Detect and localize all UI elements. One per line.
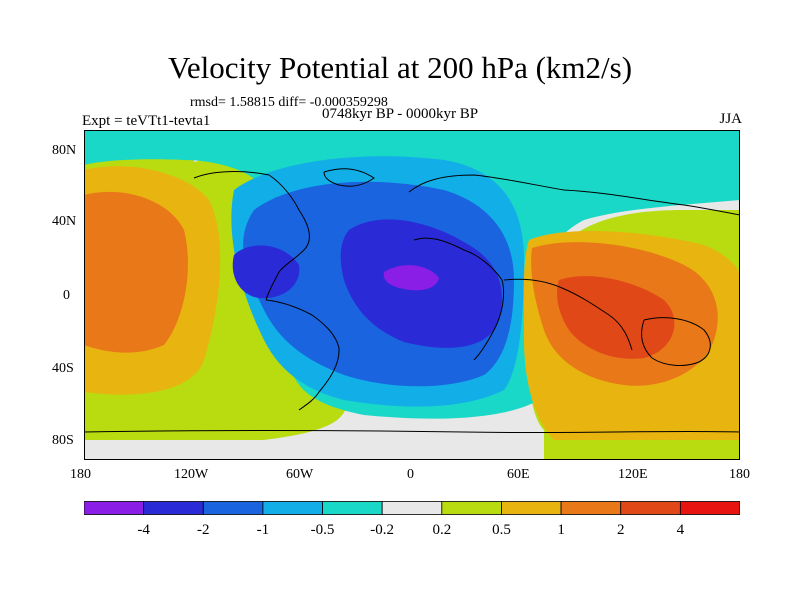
colorbar-cell bbox=[501, 501, 562, 515]
colorbar-label: -4 bbox=[137, 522, 150, 538]
colorbar-label: 2 bbox=[616, 522, 625, 538]
indopacific-positive-region bbox=[523, 230, 740, 440]
colorbar-label: 0.2 bbox=[432, 522, 452, 538]
neg-2-region-west bbox=[232, 245, 300, 299]
colorbar-cell bbox=[381, 501, 443, 515]
lon-label-120w: 120W bbox=[174, 467, 209, 482]
lat-label-0: 0 bbox=[63, 288, 70, 303]
colorbar-cell bbox=[202, 501, 264, 515]
lat-label-40s: 40S bbox=[52, 361, 74, 376]
experiment-text: Expt = teVTt1-tevta1 bbox=[82, 113, 211, 129]
colorbar-label: -0.2 bbox=[370, 522, 395, 538]
colorbar-cell bbox=[322, 501, 383, 515]
colorbar-label: -0.5 bbox=[310, 522, 335, 538]
rmsd-text: rmsd= 1.58815 diff= -0.000359298 bbox=[190, 95, 388, 110]
velocity-potential-map bbox=[84, 130, 740, 460]
period-text: 0748kyr BP - 0000kyr BP bbox=[322, 106, 479, 122]
lon-label-120e: 120E bbox=[618, 467, 648, 482]
colorbar-label: -1 bbox=[256, 522, 270, 538]
colorbar-cell bbox=[620, 501, 681, 515]
lon-label-180e: 180 bbox=[729, 467, 750, 482]
lat-label-40n: 40N bbox=[52, 214, 77, 229]
lat-label-80n: 80N bbox=[52, 143, 77, 158]
pacific-positive-region bbox=[84, 166, 221, 395]
colorbar-cell bbox=[441, 501, 502, 515]
lat-label-80s: 80S bbox=[52, 433, 74, 448]
colorbar-label: 4 bbox=[676, 522, 685, 538]
map-frame bbox=[84, 130, 740, 460]
lon-label-0: 0 bbox=[407, 467, 414, 482]
colorbar-label: 0.5 bbox=[492, 522, 511, 538]
neg-4-core bbox=[383, 265, 439, 291]
colorbar-label: -2 bbox=[197, 522, 210, 538]
colorbar-cell bbox=[679, 501, 740, 515]
colorbar-label: 1 bbox=[557, 522, 565, 538]
coastlines bbox=[84, 168, 740, 434]
colorbar bbox=[84, 501, 740, 515]
colorbar-cell bbox=[143, 501, 204, 515]
colorbar-cell bbox=[262, 501, 323, 515]
lon-label-180w: 180 bbox=[70, 467, 91, 482]
lon-label-60e: 60E bbox=[507, 467, 530, 482]
lon-label-60w: 60W bbox=[286, 467, 314, 482]
map-title: Velocity Potential at 200 hPa (km2/s) bbox=[167, 50, 633, 85]
colorbar-cell bbox=[560, 501, 622, 515]
colorbar-cell bbox=[84, 501, 145, 515]
season-text: JJA bbox=[719, 111, 742, 127]
